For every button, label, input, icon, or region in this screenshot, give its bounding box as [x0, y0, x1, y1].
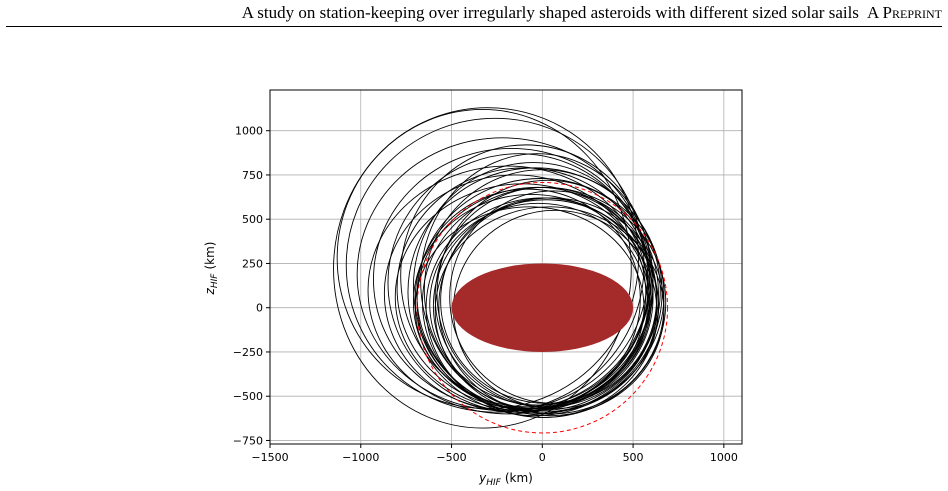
y-axis-subscript: HIF: [210, 273, 220, 288]
x-axis-symbol: y: [478, 471, 487, 485]
y-tick-label: 1000: [235, 125, 263, 138]
x-tick-label: 0: [539, 451, 546, 464]
y-tick-label: −750: [233, 434, 263, 447]
trajectory-loop: [416, 178, 665, 413]
trajectory-loop: [367, 165, 649, 415]
x-tick-label: 500: [623, 451, 644, 464]
trajectory-loop: [336, 107, 639, 410]
running-header: A study on station-keeping over irregula…: [0, 0, 948, 38]
x-axis-label: yHIF (km): [478, 471, 533, 488]
y-tick-label: 500: [242, 213, 263, 226]
axes-frame: [269, 89, 743, 445]
plot-content: [333, 107, 669, 434]
x-tick-label: −1000: [342, 451, 379, 464]
running-header-text: A study on station-keeping over irregula…: [242, 3, 942, 23]
trajectory-loop: [420, 153, 654, 410]
x-axis-subscript: HIF: [486, 478, 501, 488]
header-rule: [6, 26, 942, 27]
x-tick-label: −500: [436, 451, 466, 464]
asteroid-body: [451, 263, 634, 352]
y-axis-unit: (km): [203, 242, 217, 270]
trajectory-set: [333, 107, 667, 429]
y-axis-label: zHIF (km): [203, 242, 220, 296]
trajectory-loop: [383, 174, 647, 413]
reference-circle: [416, 181, 669, 434]
y-tick-label: 750: [242, 169, 263, 182]
y-tick-label: 0: [256, 302, 263, 315]
x-tick-label: −1500: [251, 451, 288, 464]
plot-area: [270, 90, 742, 444]
trajectory-loop: [345, 117, 645, 413]
x-tick-label: 1000: [710, 451, 738, 464]
y-axis: −750 −500 −250 0 250 500 750 1000: [233, 125, 270, 447]
x-axis: −1500 −1000 −500 0 500 1000: [251, 444, 738, 464]
preprint-badge: A Preprint: [866, 3, 942, 22]
paper-title: A study on station-keeping over irregula…: [241, 3, 859, 22]
trajectory-loop: [400, 144, 652, 408]
y-tick-label: −500: [233, 390, 263, 403]
trajectory-loop: [333, 109, 632, 429]
y-axis-symbol: z: [203, 287, 217, 295]
trajectory-loop: [438, 197, 665, 415]
x-axis-unit: (km): [505, 471, 533, 485]
y-tick-label: 250: [242, 257, 263, 270]
y-tick-label: −250: [233, 346, 263, 359]
